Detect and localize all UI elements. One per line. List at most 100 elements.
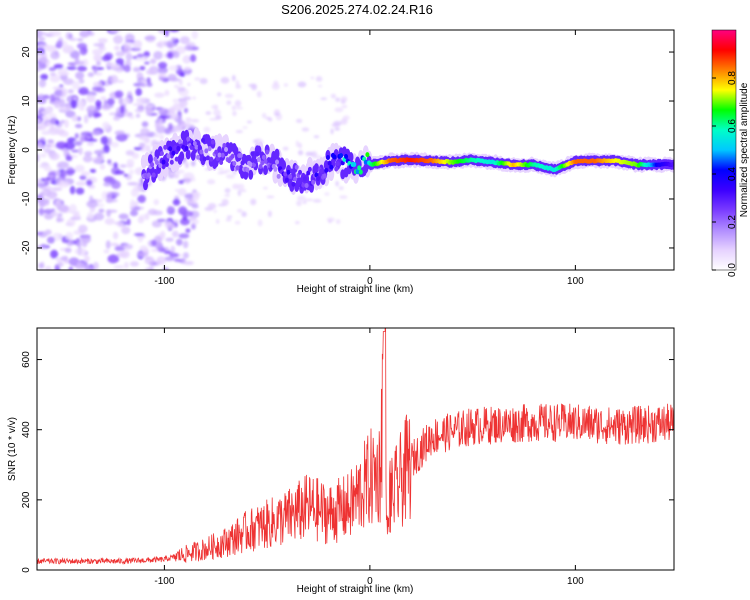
- ridge-core: [196, 154, 201, 160]
- colorbar-tick-label: 0.4: [727, 167, 738, 181]
- noise-blob: [78, 89, 88, 94]
- ridge-core: [158, 163, 163, 169]
- noise-blob: [37, 93, 45, 101]
- noise-blob: [183, 66, 191, 71]
- noise-blob: [237, 183, 245, 191]
- noise-blob: [37, 119, 41, 123]
- noise-blob: [164, 89, 170, 97]
- noise-blob: [59, 98, 66, 108]
- noise-blob: [86, 179, 93, 187]
- noise-blob: [66, 66, 77, 71]
- ridge-mid: [281, 160, 287, 171]
- noise-blob: [106, 209, 112, 218]
- noise-blob: [63, 78, 75, 86]
- ridge-core: [150, 162, 155, 168]
- noise-blob: [52, 86, 64, 90]
- noise-blob: [139, 83, 148, 88]
- snr-frame: [36, 327, 675, 571]
- noise-blob: [129, 169, 134, 175]
- noise-blob: [178, 259, 183, 263]
- colorbar-tick-label: 0.6: [727, 119, 738, 133]
- colorbar: 0.0 0.2 0.4 0.6 0.8 Normalized spectral ampl…: [711, 29, 750, 277]
- ridge-core: [256, 157, 261, 163]
- noise-blob: [37, 124, 47, 131]
- noise-blob: [74, 133, 79, 139]
- noise-blob: [297, 81, 307, 88]
- noise-blob: [146, 82, 153, 87]
- ridge-core: [197, 144, 202, 150]
- ridge-core: [159, 151, 164, 157]
- noise-blob: [68, 37, 77, 42]
- noise-blob: [256, 90, 262, 98]
- noise-blob: [335, 180, 339, 187]
- noise-blob: [130, 188, 139, 197]
- noise-blob: [141, 121, 149, 128]
- noise-blob: [77, 65, 88, 72]
- snr-x-axis: -100 0 100: [154, 328, 584, 587]
- spectrogram-y-tick-label: 20: [21, 46, 32, 58]
- noise-blob: [81, 240, 88, 248]
- noise-blob: [49, 152, 60, 161]
- ridge-core: [220, 152, 225, 158]
- ridge-mid: [243, 169, 249, 180]
- noise-blob: [168, 123, 173, 131]
- noise-blob: [75, 181, 87, 186]
- noise-blob: [103, 249, 110, 254]
- noise-blob: [217, 167, 224, 170]
- ridge-core: [302, 176, 307, 182]
- noise-blob: [231, 105, 236, 111]
- noise-blob: [53, 99, 61, 109]
- noise-blob: [65, 104, 72, 110]
- noise-blob: [61, 87, 68, 97]
- noise-blob: [79, 106, 85, 111]
- noise-blob: [172, 51, 180, 59]
- noise-blob: [145, 144, 151, 153]
- noise-blob: [83, 114, 89, 124]
- noise-blob: [114, 170, 125, 175]
- noise-blob: [173, 125, 183, 133]
- noise-blob: [107, 159, 112, 165]
- noise-blob: [159, 133, 165, 141]
- noise-blob: [50, 51, 60, 60]
- noise-blob: [87, 138, 98, 142]
- ridge-core: [174, 156, 179, 162]
- noise-blob: [184, 44, 193, 51]
- noise-blob: [157, 66, 168, 74]
- noise-blob: [283, 83, 289, 87]
- noise-blob: [42, 188, 51, 197]
- snr-panel: -100 0 100 0 200 400 600 Height of straight l…: [7, 327, 675, 595]
- ridge-core: [335, 161, 340, 167]
- noise-blob: [51, 187, 63, 192]
- ridge-core: [316, 175, 321, 181]
- noise-blob: [74, 248, 86, 256]
- noise-blob: [93, 55, 104, 62]
- ridge-core: [207, 146, 212, 152]
- noise-blob: [190, 118, 200, 123]
- ridge-core: [217, 152, 222, 158]
- ridge-halo: [272, 169, 279, 184]
- ridge-core: [189, 144, 194, 150]
- noise-blob: [103, 182, 112, 187]
- noise-blob: [75, 71, 85, 80]
- noise-blob: [263, 186, 268, 190]
- noise-blob: [313, 199, 322, 203]
- noise-blob: [101, 55, 112, 62]
- ridge-core: [250, 151, 255, 157]
- noise-blob: [40, 73, 49, 81]
- noise-blob: [126, 218, 131, 226]
- ridge-core: [355, 169, 360, 175]
- noise-blob: [310, 76, 314, 80]
- ridge-core: [255, 151, 260, 157]
- noise-blob: [113, 162, 118, 169]
- noise-blob: [98, 154, 105, 160]
- noise-blob: [172, 219, 180, 223]
- noise-blob: [50, 249, 59, 259]
- noise-blob: [304, 198, 314, 202]
- noise-blob: [194, 77, 201, 81]
- noise-blob: [203, 126, 211, 133]
- noise-blob: [178, 233, 190, 239]
- spectrogram-x-tick-label: -100: [154, 276, 174, 287]
- noise-blob: [120, 213, 128, 220]
- noise-blob: [37, 153, 40, 163]
- ridge-core: [163, 144, 168, 150]
